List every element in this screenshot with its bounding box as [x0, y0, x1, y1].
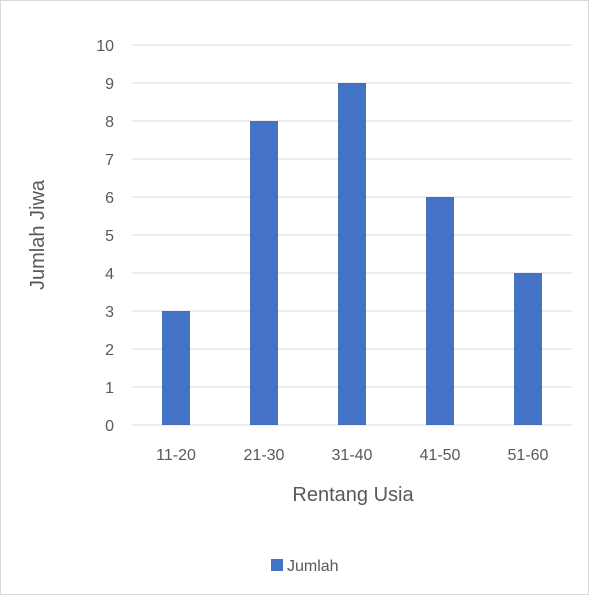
- y-tick-label: 7: [105, 152, 114, 169]
- x-tick-label: 41-50: [420, 447, 461, 464]
- y-tick-label: 9: [105, 76, 114, 93]
- x-tick-label: 11-20: [156, 447, 196, 464]
- y-tick-label: 3: [105, 304, 114, 321]
- legend: Jumlah: [271, 558, 339, 575]
- y-tick-label: 0: [105, 418, 114, 435]
- y-tick-label: 10: [96, 38, 114, 55]
- y-axis-ticks: 0 1 2 3 4 5 6 7 8 9 10: [96, 38, 114, 435]
- y-tick-label: 6: [105, 190, 114, 207]
- x-axis-ticks: 11-20 21-30 31-40 41-50 51-60: [156, 447, 548, 464]
- legend-swatch: [271, 559, 283, 571]
- y-tick-label: 1: [105, 380, 114, 397]
- legend-label: Jumlah: [287, 558, 339, 575]
- x-tick-label: 31-40: [332, 447, 373, 464]
- y-tick-label: 5: [105, 228, 114, 245]
- x-axis-title: Rentang Usia: [292, 484, 414, 506]
- bar-31-40: [338, 83, 366, 425]
- y-axis-title: Jumlah Jiwa: [27, 179, 49, 290]
- bar-51-60: [514, 273, 542, 425]
- bar-11-20: [162, 311, 190, 425]
- y-tick-label: 2: [105, 342, 114, 359]
- y-tick-label: 4: [105, 266, 114, 283]
- x-tick-label: 21-30: [244, 447, 285, 464]
- y-tick-label: 8: [105, 114, 114, 131]
- bars: [162, 83, 542, 425]
- x-tick-label: 51-60: [508, 447, 549, 464]
- bar-21-30: [250, 121, 278, 425]
- bar-41-50: [426, 197, 454, 425]
